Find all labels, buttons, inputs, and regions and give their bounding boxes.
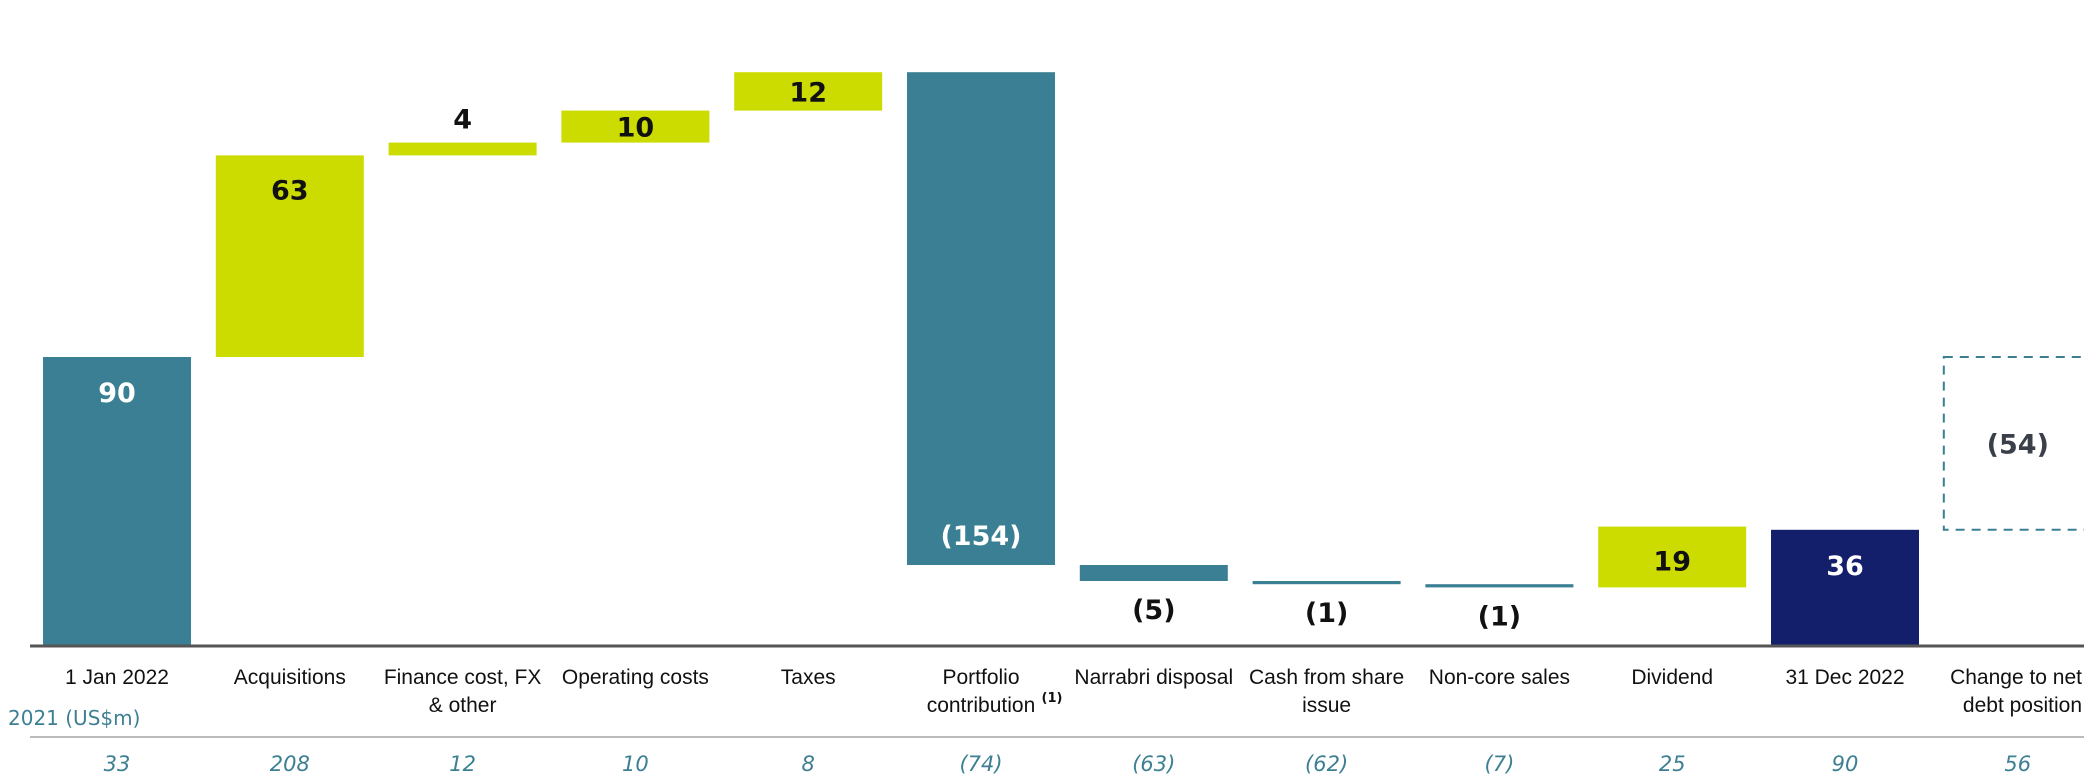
value-label-0: 90 xyxy=(98,378,136,409)
value-label-8: (1) xyxy=(1478,601,1521,632)
category-labels-layer: 1 Jan 2022 Acquisitions Finance cost, FX & … xyxy=(65,666,2082,717)
bar-5 xyxy=(907,72,1055,565)
prior-year-value-7: (62) xyxy=(1305,752,1348,776)
category-label-1: Acquisitions xyxy=(234,666,346,689)
prior-year-value-10: 90 xyxy=(1832,752,1859,776)
value-label-4: 12 xyxy=(789,77,827,108)
value-label-3: 10 xyxy=(617,113,655,144)
prior-year-value-11: 56 xyxy=(2004,752,2031,776)
category-label-9: Dividend xyxy=(1631,666,1713,689)
prior-year-value-0: 33 xyxy=(104,752,131,776)
value-label-5: (154) xyxy=(940,521,1021,552)
prior-year-value-5: (74) xyxy=(959,752,1002,776)
value-label-9: 19 xyxy=(1653,547,1691,578)
footnote-marker: (1) xyxy=(1042,691,1063,706)
prior-year-value-4: 8 xyxy=(802,752,815,776)
value-label-11: (54) xyxy=(1987,429,2049,460)
value-label-6: (5) xyxy=(1132,595,1175,626)
category-label-7: Cash from share issue xyxy=(1249,666,1404,717)
prior-year-value-9: 25 xyxy=(1659,752,1686,776)
category-label-3: Operating costs xyxy=(562,666,709,689)
value-label-7: (1) xyxy=(1305,598,1348,629)
category-label-4: Taxes xyxy=(781,666,836,689)
bar-2 xyxy=(388,142,537,156)
prior-year-value-2: 12 xyxy=(449,752,476,776)
value-label-1: 63 xyxy=(271,175,309,206)
bar-10 xyxy=(1771,529,1919,645)
prior-year-value-1: 208 xyxy=(270,752,310,776)
bar-7 xyxy=(1252,581,1401,585)
prior-year-value-6: (63) xyxy=(1132,752,1175,776)
category-label-5: Portfolio contribution xyxy=(927,666,1036,717)
value-labels-layer: 90 63 4 10 12 (154) (5) (1) (1) 19 36 (54) xyxy=(98,77,2049,632)
value-label-10: 36 xyxy=(1826,551,1864,582)
value-label-2: 4 xyxy=(453,105,472,136)
bar-1 xyxy=(215,155,364,357)
bar-4 xyxy=(734,72,883,111)
bar-6 xyxy=(1079,565,1228,581)
bar-0 xyxy=(43,357,191,645)
prior-year-values-layer: 33 208 12 10 8 (74) (63) (62) (7) 25 90 56 xyxy=(104,752,2032,776)
category-label-0: 1 Jan 2022 xyxy=(65,666,169,689)
category-label-11: Change to net debt position xyxy=(1950,666,2082,717)
category-label-8: Non-core sales xyxy=(1429,666,1570,689)
prior-year-title: 2021 (US$m) xyxy=(8,706,140,730)
prior-year-value-8: (7) xyxy=(1485,752,1515,776)
category-label-6: Narrabri disposal xyxy=(1074,666,1233,689)
category-label-10: 31 Dec 2022 xyxy=(1785,666,1904,689)
category-label-2: Finance cost, FX & other xyxy=(384,666,542,717)
prior-year-value-3: 10 xyxy=(622,752,649,776)
bar-9 xyxy=(1598,526,1747,588)
bar-3 xyxy=(561,110,710,143)
bars-layer xyxy=(43,72,2084,645)
bar-8 xyxy=(1425,584,1574,588)
